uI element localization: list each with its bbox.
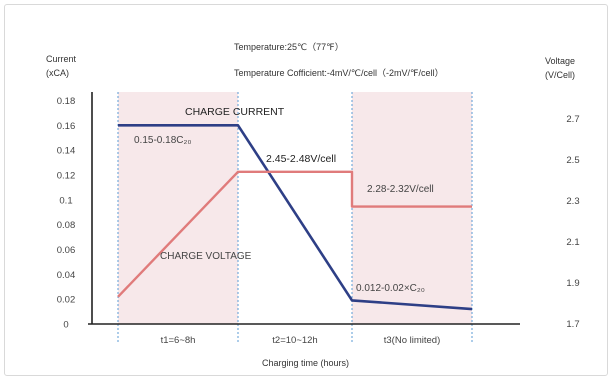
y-left-tick-9: 0.18 xyxy=(57,96,76,107)
y-left-tick-labels: 0 0.02 0.04 0.06 0.08 0.1 0.12 0.14 0.16 0.18 xyxy=(57,96,76,331)
series-lines xyxy=(117,124,473,311)
annotation-float-voltage: 2.28-2.32V/cell xyxy=(367,184,434,195)
y-left-tick-7: 0.14 xyxy=(57,146,76,157)
y-left-tick-1: 0.02 xyxy=(57,295,76,306)
y-left-tick-5: 0.1 xyxy=(59,195,72,206)
y-right-tick-5: 2.7 xyxy=(566,114,579,125)
y-right-label-line2: (V/Cell) xyxy=(545,70,575,80)
y-left-tick-0: 0 xyxy=(63,320,68,331)
phase-labels: t1=6~8h t2=10~12h t3(No limited) xyxy=(161,335,441,346)
chart-title: Temperature:25℃（77℉） xyxy=(234,42,344,52)
phase-label-1: t2=10~12h xyxy=(272,335,317,346)
y-right-tick-2: 2.1 xyxy=(566,237,579,248)
series-line-charge-current xyxy=(118,124,473,311)
y-left-label-line1: Current xyxy=(46,54,77,64)
y-right-tick-4: 2.5 xyxy=(566,155,579,166)
series-line-charge-voltage xyxy=(117,170,472,298)
y-left-tick-6: 0.12 xyxy=(57,171,76,182)
y-right-tick-3: 2.3 xyxy=(566,196,579,207)
y-left-label-line2: (xCA) xyxy=(46,68,69,78)
phase-label-2: t3(No limited) xyxy=(384,335,441,346)
y-left-tick-4: 0.08 xyxy=(57,220,76,231)
annotation-charge-current: CHARGE CURRENT xyxy=(185,106,285,118)
y-right-tick-0: 1.7 xyxy=(566,319,579,330)
y-left-tick-2: 0.04 xyxy=(57,270,76,281)
annotation-float-current: 0.012-0.02×C₂₀ xyxy=(356,283,425,294)
y-right-tick-labels: 1.7 1.9 2.1 2.3 2.5 2.7 xyxy=(566,114,579,330)
x-axis-label: Charging time (hours) xyxy=(262,358,349,368)
chart-card xyxy=(4,4,608,376)
annotation-initial-current: 0.15-0.18C₂₀ xyxy=(134,135,192,146)
y-left-tick-3: 0.06 xyxy=(57,245,76,256)
phase-shade-t3 xyxy=(352,92,472,324)
y-right-label-line1: Voltage xyxy=(545,56,575,66)
annotation-charge-voltage: CHARGE VOLTAGE xyxy=(160,251,252,262)
phase-shade-t1 xyxy=(118,92,238,324)
phase-label-0: t1=6~8h xyxy=(161,335,196,346)
chart-subtitle: Temperature Cofficient:-4mV/℃/cell（-2mV/… xyxy=(234,68,444,78)
y-right-tick-1: 1.9 xyxy=(566,278,579,289)
annotation-absorption-voltage: 2.45-2.48V/cell xyxy=(266,153,336,165)
y-left-tick-8: 0.16 xyxy=(57,121,76,132)
axes xyxy=(88,92,520,325)
